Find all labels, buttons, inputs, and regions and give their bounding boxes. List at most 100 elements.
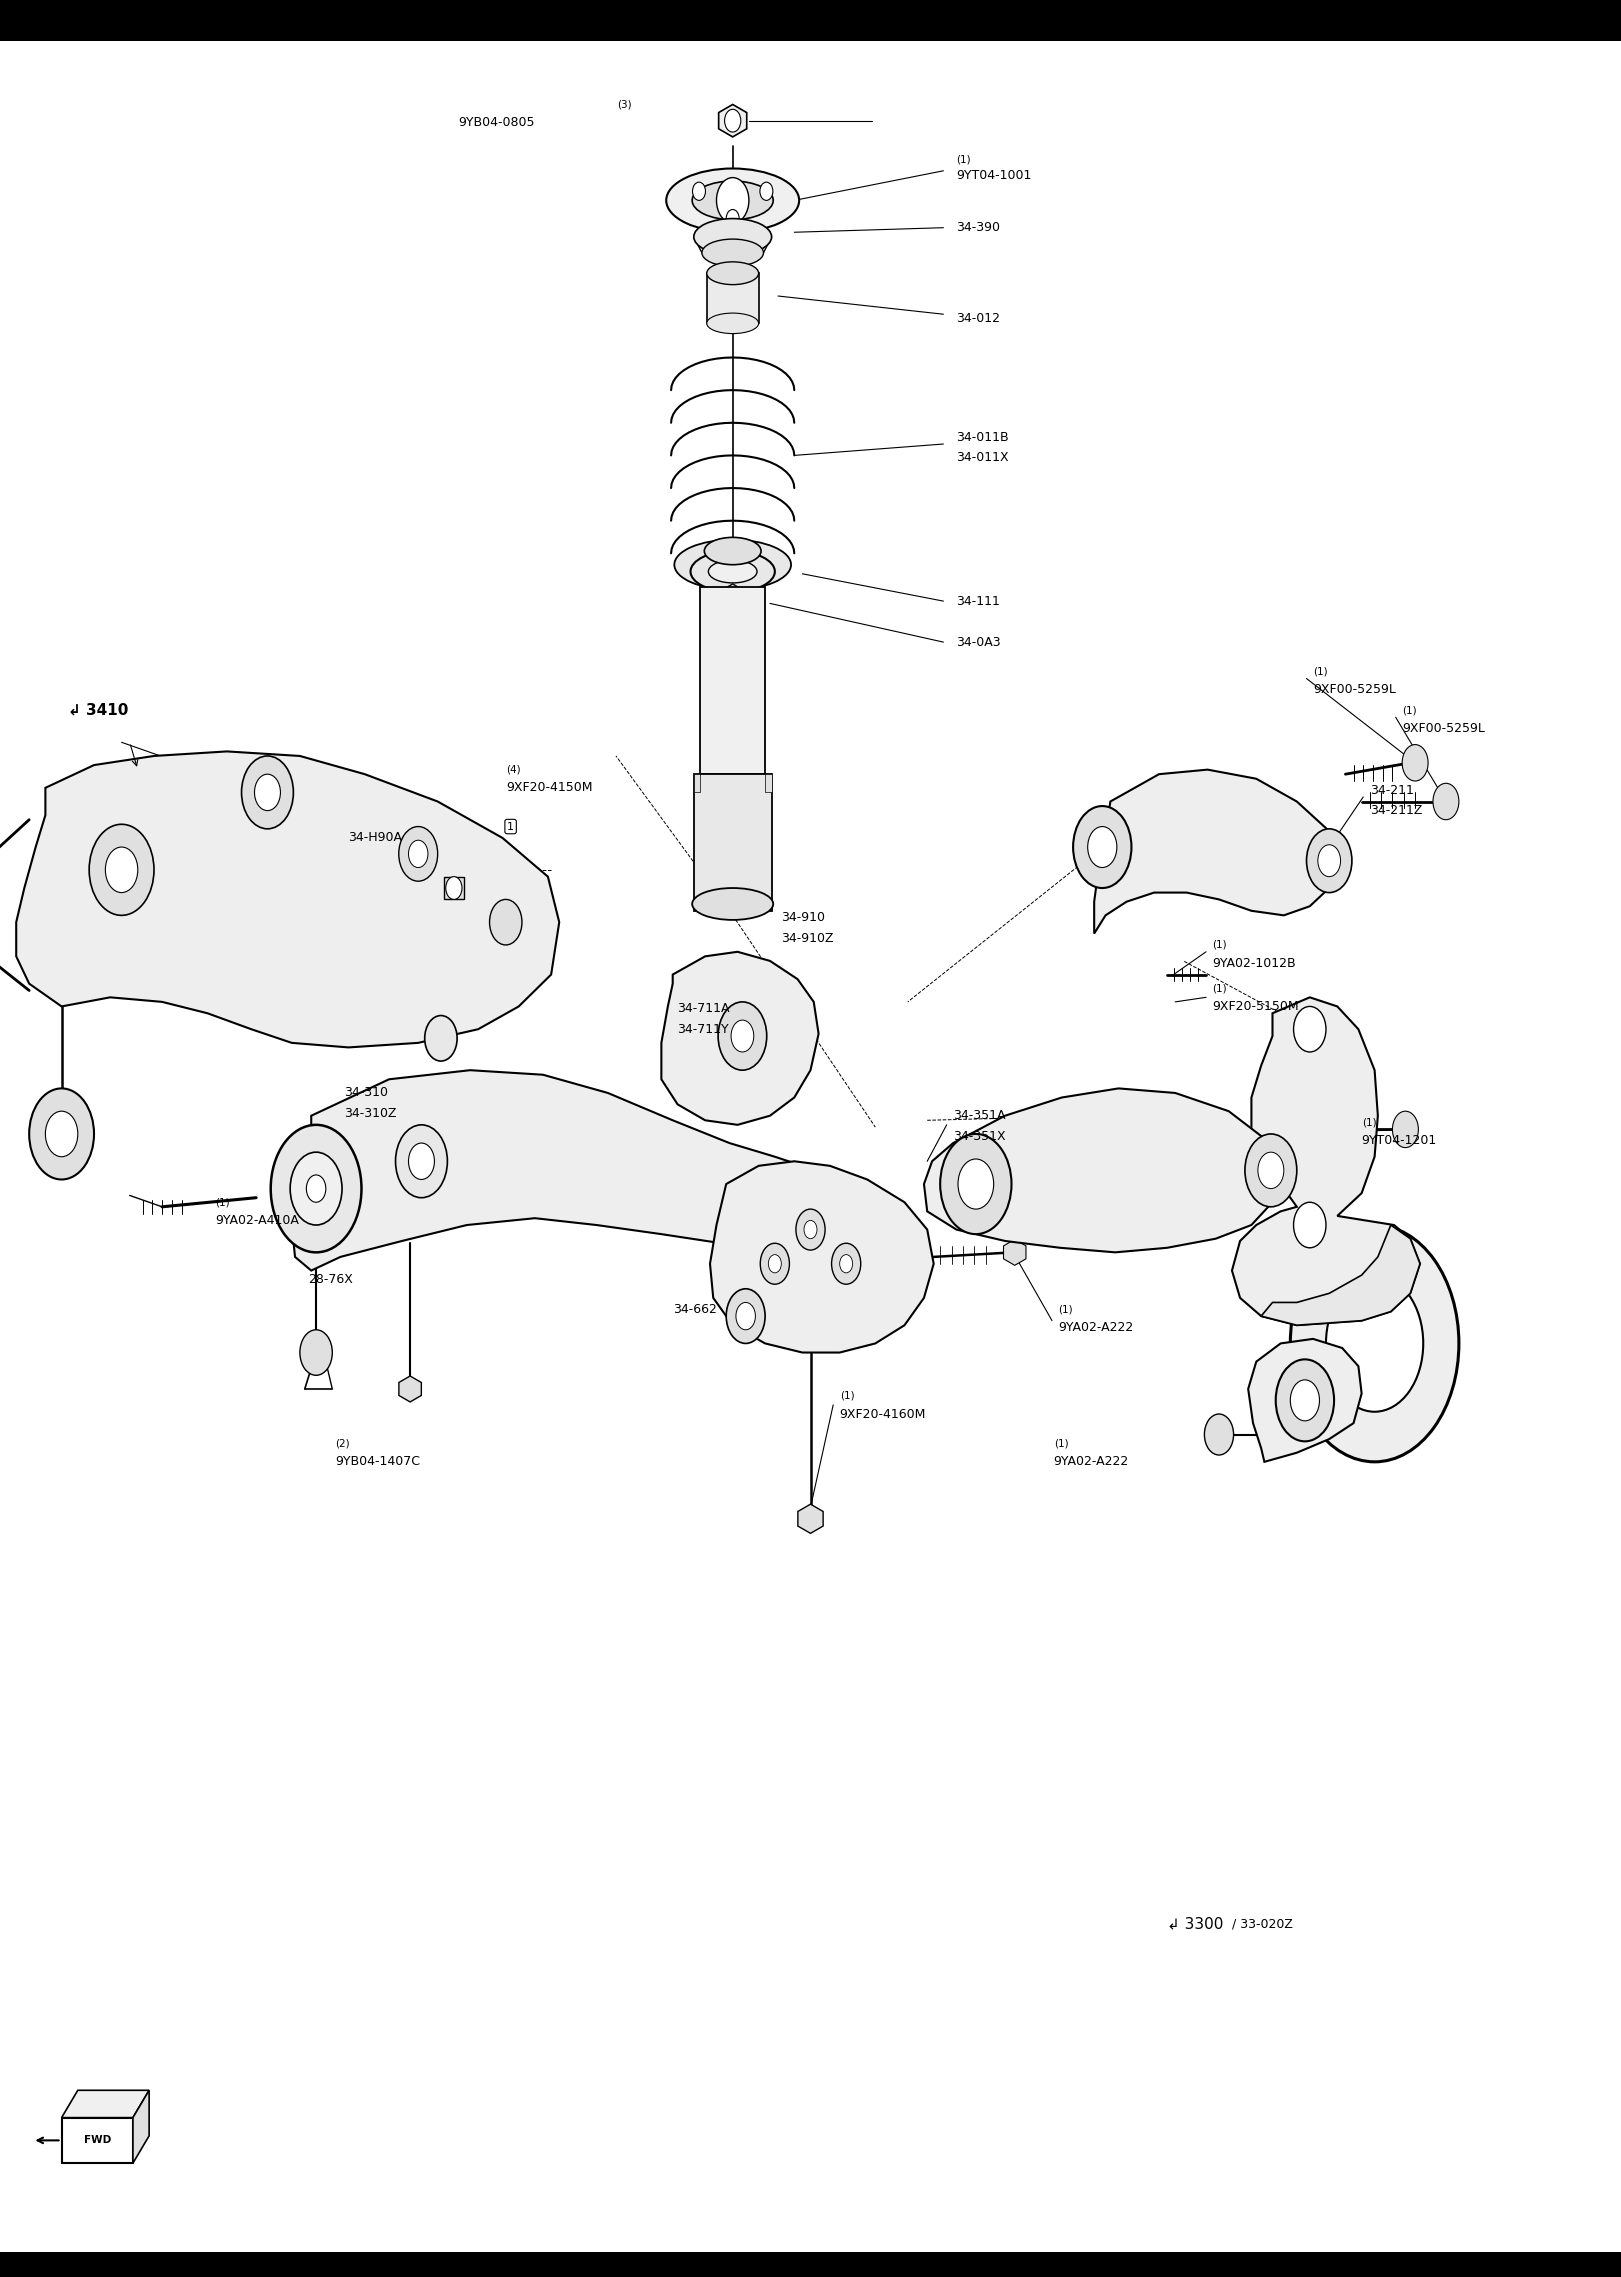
Circle shape [1318, 845, 1341, 877]
Text: 9XF20-4150M: 9XF20-4150M [506, 781, 592, 795]
Polygon shape [399, 1375, 421, 1403]
Text: 34-910: 34-910 [781, 911, 825, 924]
Polygon shape [710, 1161, 934, 1353]
Text: (1): (1) [1362, 1118, 1376, 1127]
Circle shape [940, 1134, 1012, 1234]
Circle shape [1392, 1111, 1418, 1148]
Circle shape [958, 1159, 994, 1209]
Circle shape [1088, 827, 1117, 868]
Circle shape [692, 182, 705, 200]
Bar [0, 2252, 1621, 2277]
Bar [0, 0, 1621, 41]
Text: 34-0A3: 34-0A3 [956, 635, 1002, 649]
Circle shape [254, 774, 280, 811]
Text: 9XF00-5259L: 9XF00-5259L [1313, 683, 1396, 697]
Circle shape [768, 1255, 781, 1273]
Ellipse shape [708, 560, 757, 583]
Text: 34-211Z: 34-211Z [1370, 804, 1422, 817]
Polygon shape [718, 105, 747, 137]
Text: 9YB04-0805: 9YB04-0805 [459, 116, 535, 130]
Text: 34-910Z: 34-910Z [781, 931, 833, 945]
Text: (3): (3) [616, 100, 632, 109]
Text: 34-011B: 34-011B [956, 430, 1008, 444]
Text: 28-76X: 28-76X [308, 1273, 353, 1287]
Text: (2): (2) [336, 1439, 350, 1448]
Bar [444, 877, 464, 899]
Bar [694, 774, 772, 911]
Text: 9YT04-1001: 9YT04-1001 [956, 168, 1031, 182]
Text: 9YA02-A222: 9YA02-A222 [1059, 1321, 1133, 1334]
Polygon shape [798, 1505, 823, 1532]
Circle shape [1290, 1225, 1459, 1462]
Text: 34-711Y: 34-711Y [678, 1022, 729, 1036]
Circle shape [242, 756, 293, 829]
Circle shape [271, 1125, 361, 1252]
Text: 9XF00-5259L: 9XF00-5259L [1402, 722, 1485, 735]
Polygon shape [1232, 997, 1420, 1325]
Text: 34-011X: 34-011X [956, 451, 1008, 465]
Text: 9YB04-1407C: 9YB04-1407C [336, 1455, 420, 1469]
Text: 34-012: 34-012 [956, 312, 1000, 326]
Text: 34-390: 34-390 [956, 221, 1000, 235]
Circle shape [1402, 745, 1428, 781]
Text: (1): (1) [1059, 1305, 1073, 1314]
Text: 34-662: 34-662 [673, 1302, 716, 1316]
Ellipse shape [692, 888, 773, 920]
Circle shape [1307, 829, 1352, 893]
Circle shape [726, 209, 739, 228]
Text: / 33-020Z: / 33-020Z [1232, 1917, 1294, 1931]
Ellipse shape [674, 540, 791, 590]
Circle shape [408, 840, 428, 868]
Text: (1): (1) [1213, 984, 1227, 993]
Circle shape [1204, 1414, 1234, 1455]
Circle shape [1290, 1380, 1319, 1421]
Text: 9YA02-A222: 9YA02-A222 [1054, 1455, 1128, 1469]
Circle shape [1326, 1275, 1423, 1412]
Circle shape [399, 827, 438, 881]
Circle shape [804, 1220, 817, 1239]
Circle shape [1258, 1152, 1284, 1189]
Text: (1): (1) [1402, 706, 1417, 715]
Text: 34-351X: 34-351X [953, 1129, 1005, 1143]
Circle shape [490, 899, 522, 945]
Polygon shape [661, 952, 819, 1125]
Circle shape [1294, 1006, 1326, 1052]
Bar [0, 0, 1621, 41]
Ellipse shape [692, 180, 773, 219]
Circle shape [306, 1175, 326, 1202]
Text: 1: 1 [507, 822, 514, 831]
Polygon shape [292, 1070, 810, 1271]
Circle shape [89, 824, 154, 915]
Circle shape [1294, 1202, 1326, 1248]
Polygon shape [62, 2118, 133, 2163]
Polygon shape [1003, 1239, 1026, 1266]
Text: ↲ 3410: ↲ 3410 [68, 704, 128, 717]
Ellipse shape [702, 239, 763, 266]
Text: (1): (1) [216, 1198, 230, 1207]
Ellipse shape [707, 262, 759, 285]
Text: (1): (1) [1313, 667, 1328, 676]
Text: 34-310Z: 34-310Z [344, 1107, 396, 1120]
Polygon shape [133, 2090, 149, 2163]
Text: 34-310: 34-310 [344, 1086, 387, 1100]
Circle shape [726, 1289, 765, 1343]
Circle shape [840, 1255, 853, 1273]
Text: 9XF20-5150M: 9XF20-5150M [1213, 1000, 1298, 1013]
Circle shape [832, 1243, 861, 1284]
Circle shape [105, 847, 138, 893]
Polygon shape [765, 774, 772, 792]
Circle shape [396, 1125, 447, 1198]
Circle shape [1276, 1359, 1334, 1441]
Text: (1): (1) [1054, 1439, 1068, 1448]
Polygon shape [1261, 1225, 1420, 1325]
Circle shape [796, 1209, 825, 1250]
Circle shape [716, 178, 749, 223]
Text: (1): (1) [840, 1391, 854, 1400]
Circle shape [736, 1302, 755, 1330]
Circle shape [29, 1088, 94, 1179]
Text: 34-H90A: 34-H90A [349, 831, 402, 845]
Circle shape [290, 1152, 342, 1225]
Circle shape [300, 1330, 332, 1375]
Circle shape [1245, 1134, 1297, 1207]
Circle shape [408, 1143, 434, 1179]
